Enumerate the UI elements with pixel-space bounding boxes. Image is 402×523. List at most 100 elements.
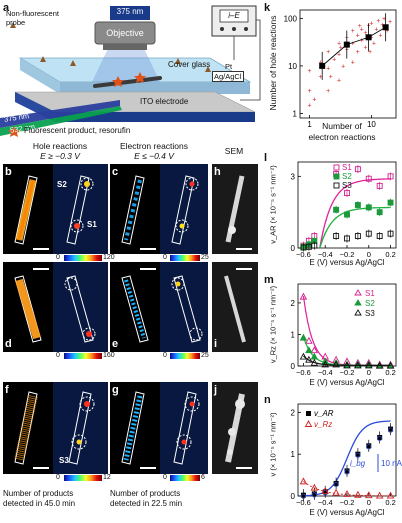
k-ytick-label: 1 — [293, 109, 298, 118]
tile-g-right — [160, 382, 208, 474]
tile-j: j — [212, 382, 258, 474]
tile-c-right — [160, 164, 208, 254]
n-point-var — [311, 491, 317, 497]
m-point-s2 — [305, 346, 313, 354]
objective-label: Objective — [106, 28, 144, 38]
l-legend-label: S3 — [342, 181, 352, 190]
cb-b-max: 120 — [103, 254, 115, 261]
k-scatter-point: + — [356, 32, 360, 39]
n-point-vrz — [386, 491, 395, 499]
n-point-var — [377, 434, 383, 440]
n-point-vrz — [332, 488, 340, 496]
cb-f-max: 12 — [103, 474, 111, 481]
cb-e-min: 0 — [163, 352, 167, 359]
panel-l-label: l — [264, 152, 268, 164]
rod-b — [14, 175, 38, 245]
tile-b-right: S2 S1 — [53, 164, 108, 254]
panel-d-label: d — [5, 338, 12, 350]
k-binned-point — [382, 24, 389, 31]
n-point-vrz — [375, 491, 384, 499]
panel-i-label: i — [214, 338, 218, 350]
k-scatter-point: + — [351, 28, 355, 35]
l-point-s3 — [311, 242, 318, 249]
chart-n: −0.6 −0.4 −0.2 0 0.2 0 1 2 v_AR v_Rz i_bg 10 nA — [291, 403, 402, 507]
k-scatter-point: + — [369, 20, 373, 27]
k-scatter-point: + — [376, 18, 380, 25]
k-xlabel-1: Number of — [322, 121, 362, 131]
footnote-right: Number of products detected in 22.5 min — [110, 489, 183, 508]
hole-col-header: Hole reactions E ≥ −0.3 V — [15, 141, 105, 161]
k-scatter-point: + — [356, 49, 360, 56]
l-point-s2 — [376, 209, 383, 216]
probe-tri-4 — [40, 56, 46, 62]
l-fit-s2 — [319, 206, 391, 249]
m-point-s3 — [299, 352, 308, 360]
elec-col-title: Electron reactions — [119, 141, 189, 151]
n-xtick-label: 0 — [367, 498, 371, 507]
cb-d-max: 160 — [103, 352, 115, 359]
m-xtick-label: −0.2 — [340, 368, 355, 377]
colorbar-e — [170, 353, 200, 359]
product-star-1 — [112, 76, 124, 87]
k-xtick-label: 10 — [367, 120, 376, 129]
n-frame — [297, 403, 397, 497]
k-binned-point — [365, 34, 372, 41]
probe-tri-3 — [205, 66, 211, 72]
k-scatter-point: + — [308, 88, 312, 95]
m-xtick-label: 0.2 — [385, 368, 395, 377]
scalebar — [236, 467, 252, 469]
cb-b-min: 0 — [56, 254, 60, 261]
l-point-s1 — [344, 190, 350, 197]
m-frame — [297, 283, 397, 367]
tile-e-right — [160, 262, 208, 352]
l-xlabel: E (V) versus Ag/AgCl — [309, 258, 385, 267]
m-point-s3 — [386, 361, 395, 369]
l-legend-label: S2 — [342, 172, 352, 181]
probe-text: Non-fluorescent probe — [6, 9, 59, 27]
m-fit-s3 — [303, 355, 391, 366]
n-legend-label-rz: v_Rz — [314, 420, 332, 429]
scalebar — [33, 467, 49, 469]
m-ytick-label: 2 — [291, 299, 296, 308]
probe-tri-1 — [70, 60, 76, 66]
k-binned-line — [321, 26, 386, 67]
scalebar — [236, 268, 252, 270]
k-scatter-point: + — [339, 44, 343, 51]
cover-glass-label: Cover glass — [168, 60, 211, 69]
product-star-2 — [134, 72, 146, 83]
k-scatter-point: + — [385, 28, 389, 35]
l-point-s1 — [387, 173, 394, 180]
l-point-s3 — [344, 235, 350, 242]
k-scatter-point: + — [372, 41, 376, 48]
m-point-s3 — [321, 360, 329, 368]
s3-label-f: S3 — [59, 456, 69, 465]
k-scatter-point: + — [341, 63, 345, 70]
schematic-a — [0, 5, 261, 137]
m-xtick-label: −0.4 — [318, 368, 333, 377]
tile-i: i — [212, 262, 258, 352]
objective-tip — [103, 44, 147, 50]
n-ibg-marker — [387, 427, 394, 433]
k-scatter-point: + — [351, 41, 355, 48]
n-xtick-label: −0.2 — [340, 498, 355, 507]
n-point-vrz — [310, 483, 319, 491]
colorbar-f — [64, 475, 102, 481]
n-ibg-marker — [311, 492, 317, 498]
l-point-s2 — [354, 202, 361, 208]
k-binned-point — [319, 62, 326, 69]
l-point-s3 — [354, 233, 361, 240]
cb-c-max: 25 — [201, 254, 209, 261]
l-point-s3 — [365, 230, 372, 237]
n-ibg-marker — [333, 481, 339, 488]
n-fit-ibg — [303, 420, 391, 497]
k-scatter-point: + — [326, 49, 330, 56]
m-legend-marker — [354, 309, 362, 316]
probe-legend-tri — [10, 22, 16, 28]
ito-label: ITO electrode — [140, 97, 189, 106]
n-point-var — [355, 451, 361, 457]
m-legend-label: S2 — [365, 299, 375, 308]
cb-e-max: 25 — [201, 352, 209, 359]
k-scatter-point: + — [326, 88, 330, 95]
legend-star-icon — [8, 126, 20, 137]
